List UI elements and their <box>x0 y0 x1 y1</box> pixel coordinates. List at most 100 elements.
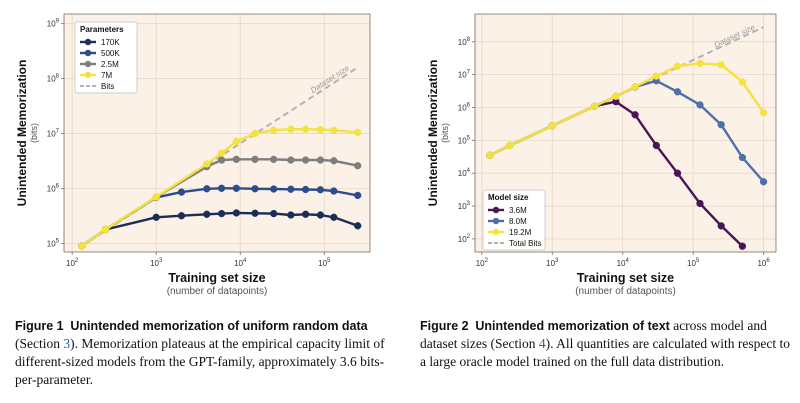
fig2-data-point-8.0M <box>738 153 747 162</box>
fig2-y-tick-label: 107 <box>458 70 471 80</box>
fig2-x-axis-label: Training set size <box>577 271 674 285</box>
fig2-legend-entry-8.0M: 8.0M <box>509 217 527 226</box>
figure-2-caption-text-b: ). All quantities are calculated with re… <box>420 336 791 369</box>
fig1-data-point-170K <box>203 210 211 218</box>
fig2-y-tick-label: 103 <box>458 201 471 211</box>
fig1-data-point-500K <box>251 185 259 193</box>
fig1-legend-swatch-marker <box>84 38 92 46</box>
fig2-data-point-19.2M <box>631 83 639 91</box>
fig2-data-point-19.2M <box>548 122 556 130</box>
fig1-y-tick-label: 106 <box>47 184 60 194</box>
fig1-legend-entry-7M: 7M <box>101 71 112 80</box>
figure-2-chart: 102 103 104 105 106 102 103 104 105 106 107 108 Trai… <box>426 13 777 297</box>
fig1-legend-swatch-marker <box>84 71 92 79</box>
fig1-data-point-170K <box>217 209 226 218</box>
fig1-data-point-2.5M <box>354 162 362 170</box>
fig1-data-point-170K <box>287 211 295 219</box>
figure-2-caption-label: Figure 2 <box>420 319 469 333</box>
fig1-legend-entry-dataset: Bits <box>101 82 114 91</box>
fig1-legend-entry-2.5M: 2.5M <box>101 60 119 69</box>
figure-1-caption-title: Unintended memorization of uniform rando… <box>70 319 368 333</box>
fig1-data-point-170K <box>270 209 278 218</box>
fig1-data-point-170K <box>330 213 338 221</box>
fig1-data-point-500K <box>203 185 211 193</box>
fig1-legend-swatch-marker <box>84 49 92 57</box>
fig1-y-axis-sublabel: (bits) <box>29 123 39 143</box>
fig2-data-point-19.2M <box>696 59 704 68</box>
fig2-y-tick-label: 102 <box>458 234 471 244</box>
fig1-data-point-7M <box>330 126 338 134</box>
fig2-data-point-19.2M <box>717 61 725 69</box>
fig1-y-tick-label: 109 <box>47 19 60 29</box>
fig2-legend-swatch-marker <box>492 228 500 236</box>
fig1-data-point-170K <box>316 211 325 219</box>
fig1-y-tick-label: 108 <box>47 74 60 84</box>
fig1-data-point-500K <box>217 184 226 192</box>
fig2-y-tick-label: 108 <box>458 37 471 47</box>
figure-2-caption: Figure 2 Unintended memorization of text… <box>420 317 792 371</box>
fig1-data-point-7M <box>78 242 86 250</box>
fig2-legend-entry-dataset: Total Bits <box>509 239 541 248</box>
fig2-x-tick-label: 104 <box>617 258 630 268</box>
figure-1-section-ref[interactable]: 3 <box>63 336 71 351</box>
fig2-y-axis-label: Unintended Memorization <box>426 60 440 207</box>
fig2-series-group <box>486 26 768 250</box>
fig1-data-point-2.5M <box>287 156 295 164</box>
fig1-y-tick-label: 105 <box>47 238 60 248</box>
fig1-data-point-500K <box>354 191 362 200</box>
fig2-data-point-3.6M <box>652 141 660 150</box>
fig1-data-point-7M <box>232 137 241 146</box>
fig2-y-tick-label: 104 <box>458 168 471 178</box>
fig2-series-line-19.2M <box>489 62 765 157</box>
figure-2-caption-title: Unintended memorization of text <box>475 319 670 333</box>
fig1-x-tick-label: 102 <box>66 258 79 268</box>
fig1-axes-frame <box>63 13 371 253</box>
fig2-data-point-8.0M <box>759 178 768 186</box>
fig2-legend-entry-3.6M: 3.6M <box>509 206 527 215</box>
fig1-data-point-2.5M <box>301 156 310 164</box>
figure-1-caption-label: Figure 1 <box>15 319 64 333</box>
fig1-legend-swatch-marker <box>84 60 92 68</box>
fig2-data-point-19.2M <box>759 108 768 117</box>
fig1-data-point-7M <box>152 193 160 201</box>
fig1-legend-entry-170K: 170K <box>101 38 120 47</box>
fig1-data-point-500K <box>316 186 325 194</box>
fig1-data-point-170K <box>301 210 310 218</box>
fig1-y-axis-label: Unintended Memorization <box>15 60 29 207</box>
fig2-y-tick-label: 105 <box>458 135 471 145</box>
fig2-legend-swatch-marker <box>492 206 500 214</box>
fig1-x-axis-sublabel: (number of datapoints) <box>167 286 268 297</box>
fig1-data-point-2.5M <box>270 155 278 163</box>
fig2-data-point-19.2M <box>673 62 682 70</box>
fig1-data-point-500K <box>301 185 310 194</box>
fig1-legend-entry-500K: 500K <box>101 49 120 58</box>
fig1-x-axis-label: Training set size <box>168 271 265 285</box>
fig1-data-point-7M <box>354 128 362 137</box>
fig2-x-tick-label: 103 <box>546 258 559 268</box>
fig1-data-point-170K <box>232 209 241 217</box>
fig2-data-point-3.6M <box>717 222 725 230</box>
fig1-data-point-2.5M <box>251 155 259 163</box>
fig1-series-group <box>78 66 362 250</box>
fig2-data-point-8.0M <box>696 101 704 109</box>
fig1-data-point-2.5M <box>232 155 241 163</box>
fig2-data-point-19.2M <box>652 72 660 80</box>
fig1-data-point-7M <box>217 149 226 157</box>
figure-2-section-ref[interactable]: 4 <box>538 336 546 351</box>
fig2-data-point-3.6M <box>696 199 704 208</box>
figure-2: 102 103 104 105 106 102 103 104 105 106 107 108 Trai… <box>405 0 800 310</box>
fig1-data-point-500K <box>270 185 278 193</box>
fig1-legend-title: Parameters <box>80 25 124 34</box>
fig2-data-point-19.2M <box>506 141 514 150</box>
fig1-data-point-7M <box>101 225 110 234</box>
fig2-legend-box <box>482 189 546 251</box>
fig1-data-point-170K <box>251 209 259 217</box>
fig1-data-point-170K <box>177 212 186 220</box>
fig1-y-tick-label: 107 <box>47 129 60 139</box>
fig1-data-point-7M <box>287 125 295 133</box>
fig1-data-point-7M <box>203 160 211 168</box>
fig1-data-point-500K <box>177 188 186 196</box>
fig1-data-point-7M <box>270 126 278 134</box>
fig1-x-tick-label: 105 <box>318 258 331 268</box>
fig1-data-point-2.5M <box>217 156 226 164</box>
